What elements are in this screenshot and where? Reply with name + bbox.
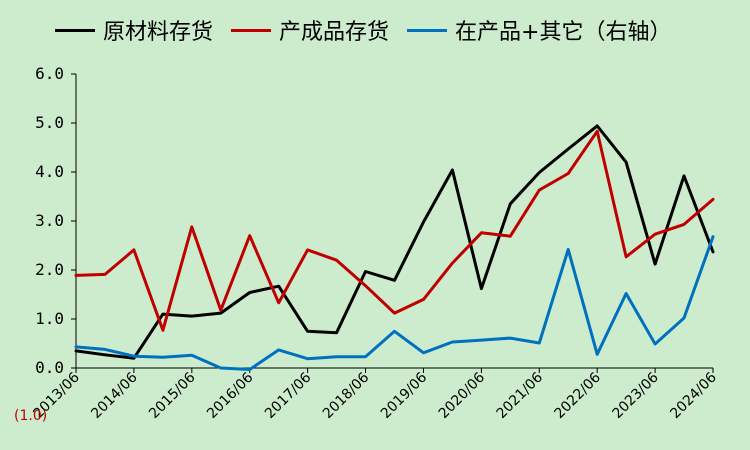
y-tick-label: 5.0 bbox=[35, 113, 64, 132]
legend-label-raw-materials: 原材料存货 bbox=[103, 20, 214, 45]
x-tick-label: 2018/06 bbox=[320, 369, 373, 422]
series-line-raw-materials bbox=[74, 124, 715, 360]
x-tick-label: 2024/06 bbox=[667, 369, 720, 422]
legend: 原材料存货 产成品存货 在产品+其它（右轴） bbox=[55, 14, 671, 46]
legend-swatch-finished-goods bbox=[231, 28, 272, 32]
y-tick-label: 2.0 bbox=[35, 260, 64, 279]
legend-item-finished-goods: 产成品存货 bbox=[231, 14, 389, 46]
legend-label-finished-goods: 产成品存货 bbox=[279, 20, 390, 45]
legend-swatch-raw-materials bbox=[55, 28, 95, 32]
series-line-finished-goods bbox=[74, 129, 715, 332]
x-tick-label: 2022/06 bbox=[552, 369, 605, 422]
y-tick-label: 4.0 bbox=[35, 162, 64, 181]
x-tick-label: 2019/06 bbox=[378, 369, 431, 422]
x-tick-label: 2016/06 bbox=[204, 369, 257, 422]
y-tick-label: 1.0 bbox=[35, 309, 64, 328]
x-tick-label: 2014/06 bbox=[88, 369, 141, 422]
y-tick-label: 6.0 bbox=[35, 64, 64, 83]
legend-swatch-wip-other bbox=[407, 28, 448, 32]
legend-label-wip-other: 在产品+其它（右轴） bbox=[455, 20, 672, 45]
axis-note: (1.0) bbox=[14, 408, 48, 424]
x-tick-label: 2023/06 bbox=[609, 369, 662, 422]
x-tick-label: 2017/06 bbox=[262, 369, 315, 422]
series-line-wip-other bbox=[74, 235, 715, 371]
legend-item-raw-materials: 原材料存货 bbox=[55, 14, 213, 46]
legend-item-wip-other: 在产品+其它（右轴） bbox=[407, 14, 671, 46]
x-tick-label: 2020/06 bbox=[436, 369, 489, 422]
y-tick-label: 3.0 bbox=[35, 211, 64, 230]
y-tick-label: 0.0 bbox=[35, 358, 64, 377]
x-tick-label: 2021/06 bbox=[494, 369, 547, 422]
x-tick-label: 2015/06 bbox=[146, 369, 199, 422]
